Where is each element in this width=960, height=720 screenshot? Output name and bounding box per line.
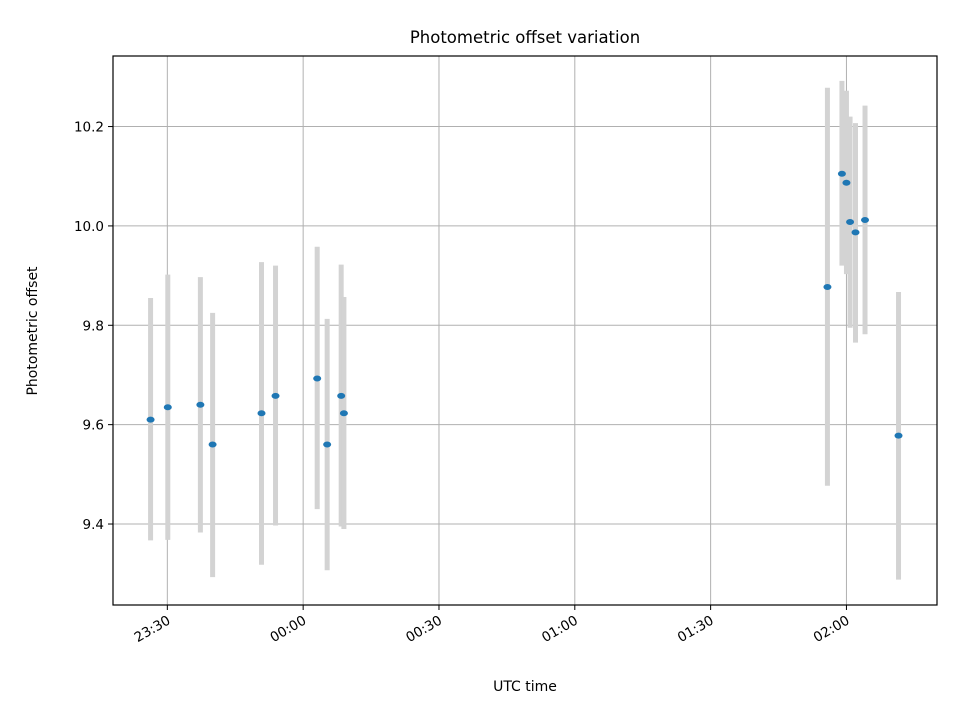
data-point	[271, 392, 280, 399]
data-point	[196, 401, 205, 408]
data-point	[208, 441, 217, 448]
data-point	[837, 170, 846, 177]
y-tick-label: 9.4	[83, 517, 104, 533]
y-tick-label: 10.2	[74, 120, 104, 136]
data-point	[846, 218, 855, 225]
x-axis-label: UTC time	[493, 679, 557, 695]
data-point	[146, 416, 155, 423]
data-markers	[146, 170, 903, 448]
data-point	[163, 404, 172, 411]
y-tick-label: 9.6	[83, 418, 104, 434]
y-tick-label: 9.8	[83, 318, 104, 334]
data-point	[339, 410, 348, 417]
data-point	[823, 284, 832, 291]
y-axis-label: Photometric offset	[25, 266, 41, 396]
chart-title: Photometric offset variation	[410, 28, 640, 47]
data-point	[894, 432, 903, 439]
data-point	[337, 392, 346, 399]
data-point	[257, 410, 266, 417]
data-point	[842, 179, 851, 186]
y-axis-ticks: 9.4 9.6 9.8 10.0 10.2	[74, 120, 113, 533]
data-point	[861, 216, 870, 223]
data-point	[851, 229, 860, 236]
y-tick-label: 10.0	[74, 219, 104, 235]
plot-frame	[112, 55, 938, 606]
data-point	[313, 375, 322, 382]
data-point	[323, 441, 332, 448]
